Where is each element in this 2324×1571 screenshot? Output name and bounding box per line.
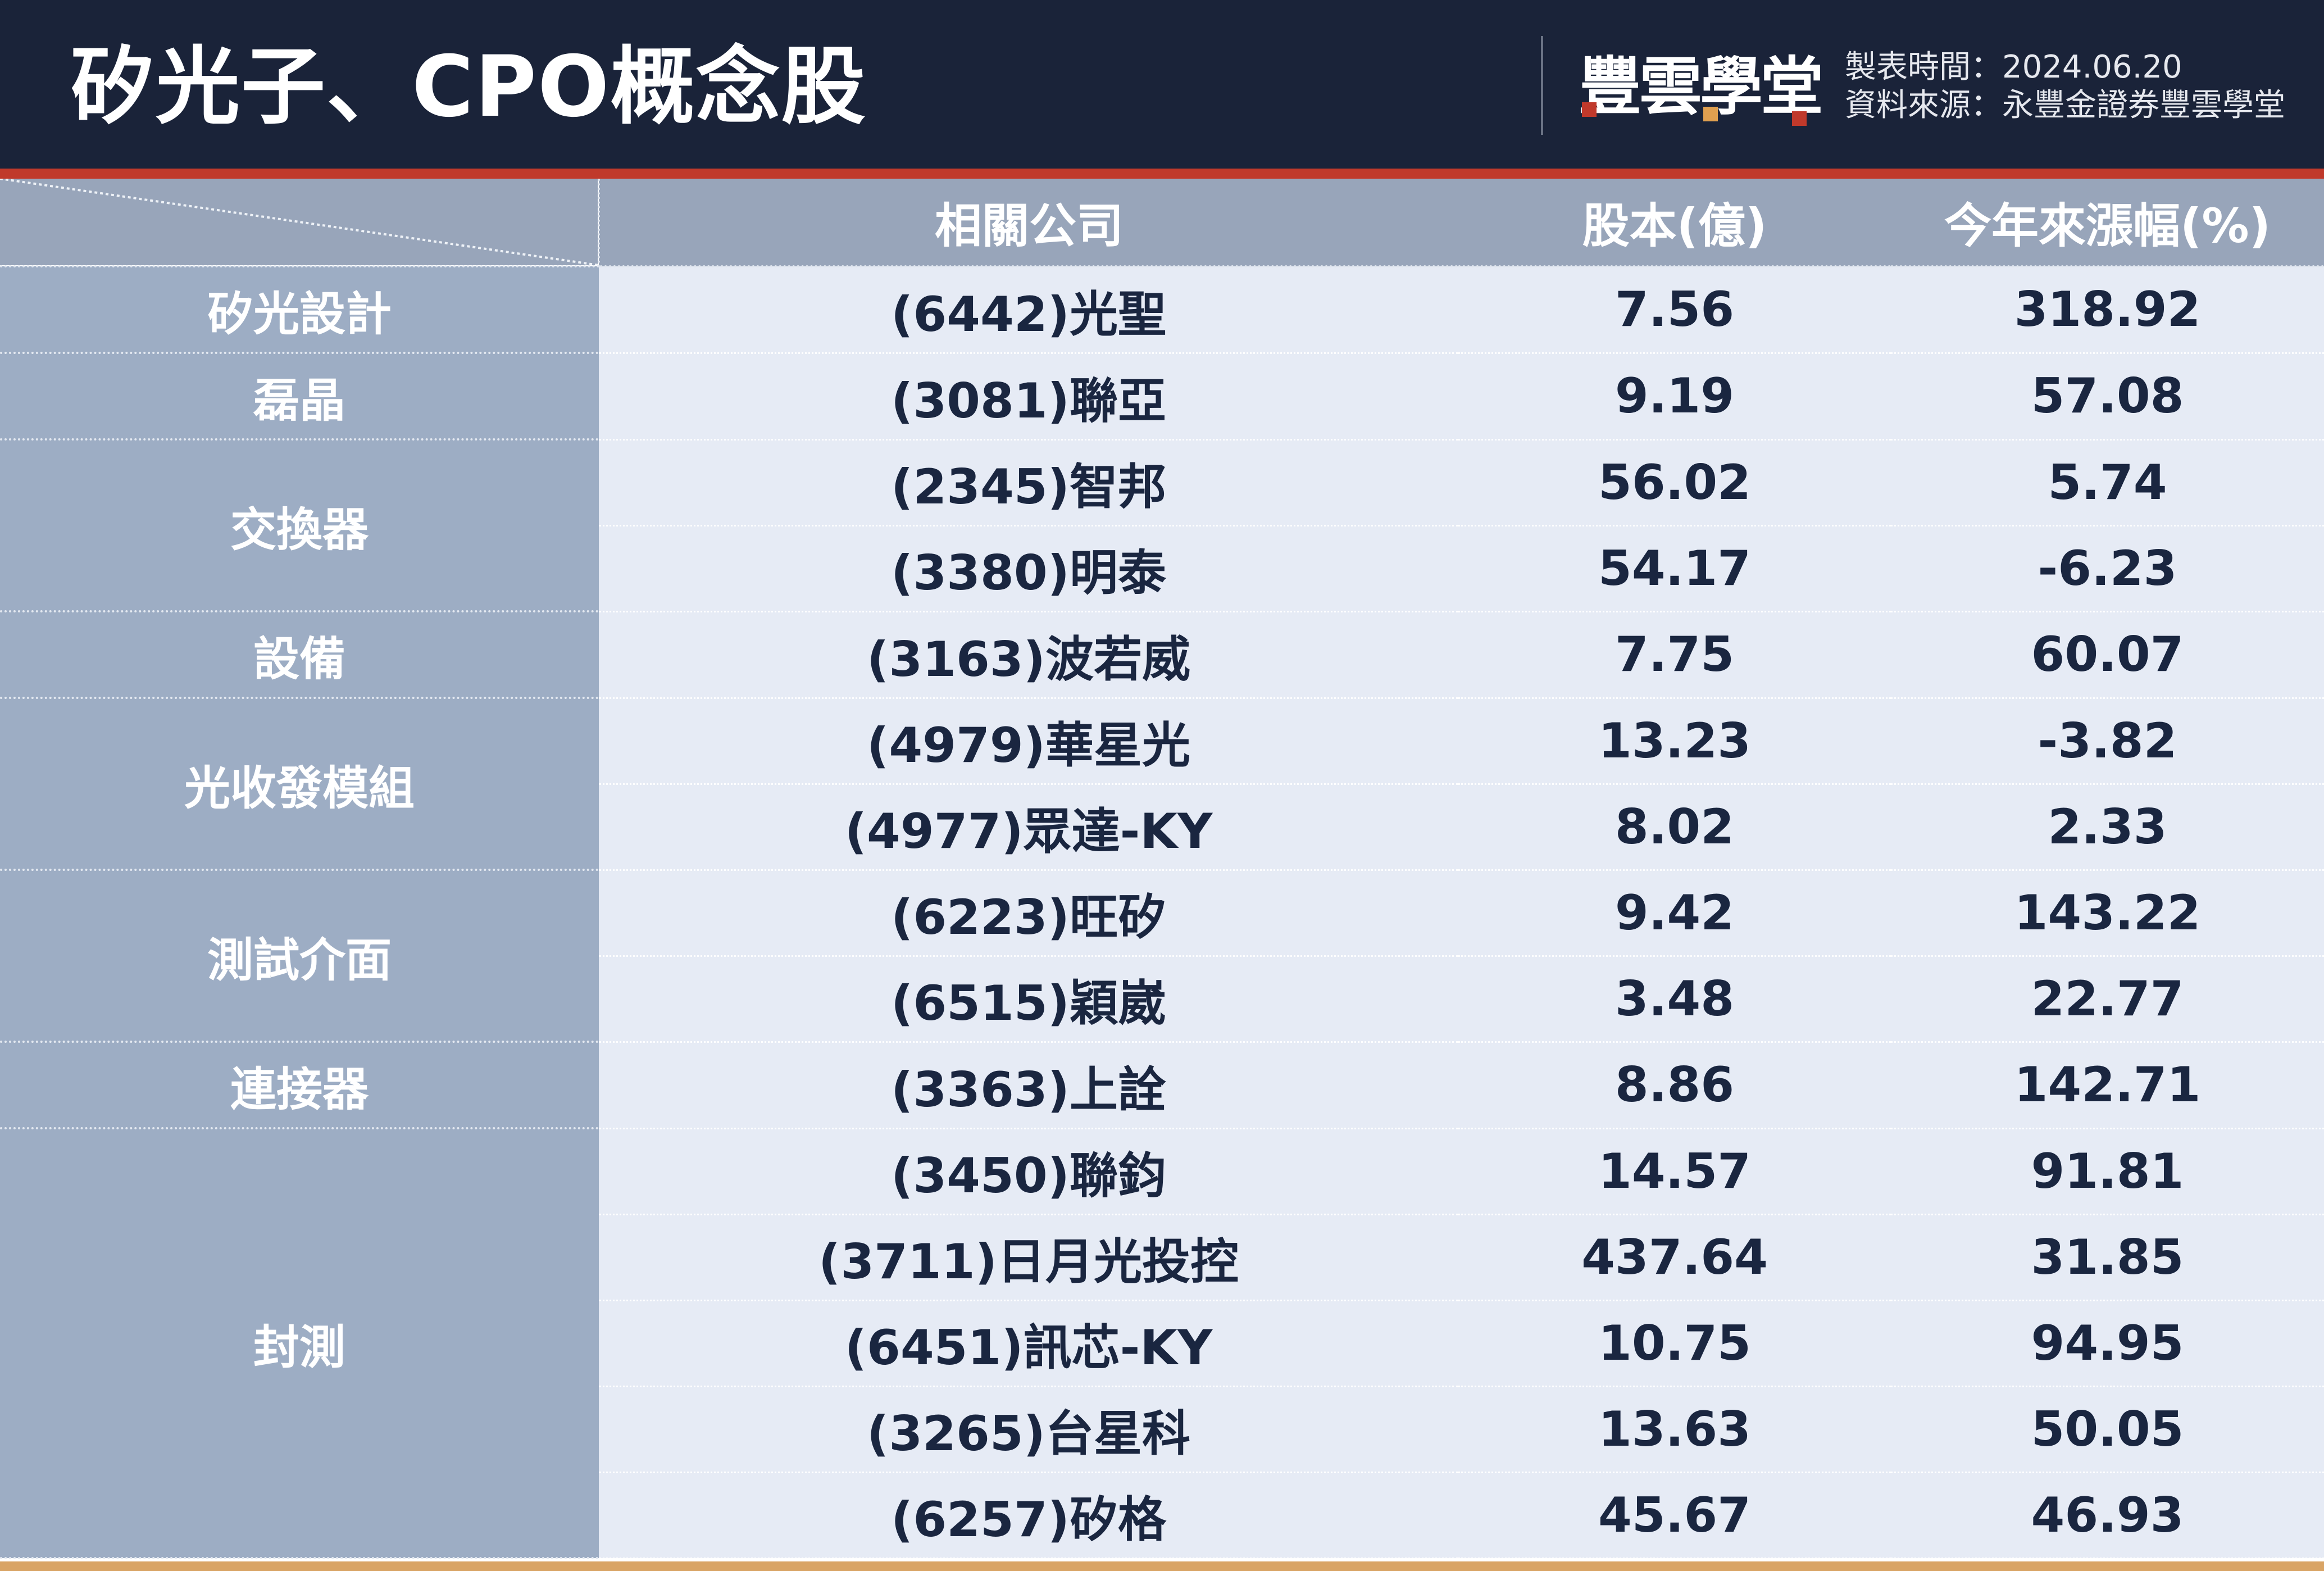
table-row: (6451)訊芯-KY 10.75 94.95: [0, 1300, 2324, 1387]
change-cell: -6.23: [1891, 525, 2324, 612]
category-cell: 光收發模組: [0, 698, 599, 871]
logo-accent: [1703, 107, 1718, 121]
date-label: 製表時間：2024.06.20: [1845, 49, 2182, 85]
logo-accent: [1582, 102, 1597, 117]
company-cell: (6515)穎崴: [599, 956, 1458, 1043]
capital-cell: 54.17: [1458, 525, 1891, 612]
change-cell: 50.05: [1891, 1386, 2324, 1473]
bottom-bar: [0, 1561, 2324, 1571]
table-row: 光收發模組 (4979)華星光 13.23 -3.82: [0, 698, 2324, 871]
capital-cell: 7.56: [1458, 266, 1891, 354]
capital-cell: 3.48: [1458, 956, 1891, 1043]
capital-cell: 9.19: [1458, 353, 1891, 441]
capital-cell: 14.57: [1458, 1128, 1891, 1215]
category-cell: 磊晶: [0, 353, 599, 441]
accent-stripe: [0, 169, 2324, 179]
change-cell: 2.33: [1891, 784, 2324, 871]
table-row: (3265)台星科 13.63 50.05: [0, 1386, 2324, 1473]
header-info: 製表時間：2024.06.20 資料來源：永豐金證券豐雲學堂: [1845, 48, 2285, 125]
company-cell: (6451)訊芯-KY: [599, 1300, 1458, 1387]
table-row: (6515)穎崴 3.48 22.77: [0, 956, 2324, 1043]
company-cell: (6223)旺矽: [599, 870, 1458, 957]
change-cell: 318.92: [1891, 266, 2324, 354]
category-cell: 封測: [0, 1128, 599, 1559]
change-cell: 143.22: [1891, 870, 2324, 957]
change-cell: 142.71: [1891, 1042, 2324, 1129]
capital-cell: 8.02: [1458, 784, 1891, 871]
change-cell: 60.07: [1891, 611, 2324, 699]
stock-table: 相關公司 股本(億) 今年來漲幅(%) 矽光設計 (6442)光聖 7.56 318.…: [0, 179, 2324, 1559]
column-header-capital: 股本(億): [1458, 179, 1891, 267]
capital-cell: 8.86: [1458, 1042, 1891, 1129]
table-header-row: 相關公司 股本(億) 今年來漲幅(%): [0, 179, 2324, 267]
capital-cell: 9.42: [1458, 870, 1891, 957]
change-cell: -3.82: [1891, 698, 2324, 785]
logo-accent: [1792, 111, 1807, 126]
category-cell: 連接器: [0, 1042, 599, 1129]
table-row: 封測 (3450)聯鈞 14.57 91.81: [0, 1128, 2324, 1559]
capital-cell: 13.63: [1458, 1386, 1891, 1473]
change-cell: 94.95: [1891, 1300, 2324, 1387]
company-cell: (3711)日月光投控: [599, 1214, 1458, 1301]
change-cell: 91.81: [1891, 1128, 2324, 1215]
table-row: (3380)明泰 54.17 -6.23: [0, 525, 2324, 612]
category-cell: 設備: [0, 611, 599, 699]
brand-logo-text: 豐雲學堂: [1579, 51, 1823, 124]
company-cell: (3163)波若威: [599, 611, 1458, 699]
company-cell: (3363)上詮: [599, 1042, 1458, 1129]
capital-cell: 45.67: [1458, 1472, 1891, 1559]
company-cell: (4979)華星光: [599, 698, 1458, 785]
header-divider: [1541, 36, 1543, 135]
change-cell: 31.85: [1891, 1214, 2324, 1301]
capital-cell: 7.75: [1458, 611, 1891, 699]
category-cell: 矽光設計: [0, 266, 599, 354]
capital-cell: 10.75: [1458, 1300, 1891, 1387]
table-row: 連接器 (3363)上詮 8.86 142.71: [0, 1042, 2324, 1129]
column-header-company: 相關公司: [599, 179, 1458, 267]
corner-cell: [0, 179, 600, 267]
change-cell: 46.93: [1891, 1472, 2324, 1559]
company-cell: (2345)智邦: [599, 439, 1458, 526]
company-cell: (6257)矽格: [599, 1472, 1458, 1559]
page-title: 矽光子、CPO概念股: [70, 38, 867, 136]
table-row: (3711)日月光投控 437.64 31.85: [0, 1214, 2324, 1301]
table-row: 磊晶 (3081)聯亞 9.19 57.08: [0, 353, 2324, 441]
table-row: 交換器 (2345)智邦 56.02 5.74: [0, 439, 2324, 612]
company-cell: (3265)台星科: [599, 1386, 1458, 1473]
company-cell: (3380)明泰: [599, 525, 1458, 612]
company-cell: (4977)眾達-KY: [599, 784, 1458, 871]
change-cell: 57.08: [1891, 353, 2324, 441]
column-header-change: 今年來漲幅(%): [1891, 179, 2324, 267]
table-row: (6257)矽格 45.67 46.93: [0, 1472, 2324, 1559]
source-label: 資料來源：永豐金證券豐雲學堂: [1845, 87, 2285, 124]
diagonal-divider: [0, 179, 599, 265]
change-cell: 22.77: [1891, 956, 2324, 1043]
capital-cell: 437.64: [1458, 1214, 1891, 1301]
capital-cell: 56.02: [1458, 439, 1891, 526]
company-cell: (3081)聯亞: [599, 353, 1458, 441]
category-cell: 測試介面: [0, 870, 599, 1043]
table-row: 矽光設計 (6442)光聖 7.56 318.92: [0, 266, 2324, 354]
header-banner: 矽光子、CPO概念股 豐雲學堂 製表時間：2024.06.20 資料來源：永豐金…: [0, 0, 2324, 169]
table-row: 測試介面 (6223)旺矽 9.42 143.22: [0, 870, 2324, 1043]
capital-cell: 13.23: [1458, 698, 1891, 785]
table-row: 設備 (3163)波若威 7.75 60.07: [0, 611, 2324, 699]
company-cell: (3450)聯鈞: [599, 1128, 1458, 1215]
company-cell: (6442)光聖: [599, 266, 1458, 354]
table-row: (4977)眾達-KY 8.02 2.33: [0, 784, 2324, 871]
category-cell: 交換器: [0, 439, 599, 612]
change-cell: 5.74: [1891, 439, 2324, 526]
brand-logo: 豐雲學堂: [1579, 51, 1823, 126]
